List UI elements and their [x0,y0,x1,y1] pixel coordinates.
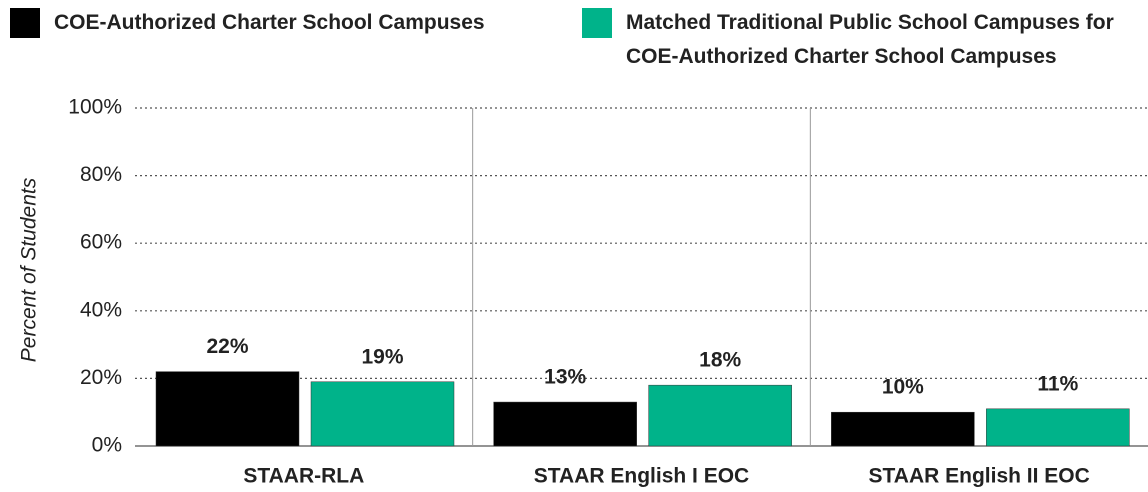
value-label: 11% [1037,372,1078,395]
legend-swatch [10,8,40,38]
y-tick-label: 60% [80,231,122,254]
bar [831,411,975,447]
legend-swatch [582,8,612,38]
legend-item: COE-Authorized Charter School Campuses [10,6,485,40]
x-tick-label: STAAR English II EOC [869,465,1090,488]
x-tick-label: STAAR English I EOC [534,465,749,488]
value-label: 19% [361,345,403,368]
legend-label: Matched Traditional Public School Campus… [626,11,1114,68]
bar [155,371,300,447]
value-label: 13% [544,366,586,389]
bar [986,408,1130,447]
y-tick-label: 40% [80,298,122,321]
bar [310,381,455,447]
y-tick-label: 100% [68,96,122,119]
legend-item: Matched Traditional Public School Campus… [582,6,1142,74]
y-tick-label: 0% [92,434,122,457]
value-label: 10% [882,376,924,399]
y-tick-label: 20% [80,366,122,389]
y-tick-label: 80% [80,163,122,186]
value-label: 22% [206,335,248,358]
legend-label: COE-Authorized Charter School Campuses [54,11,485,34]
y-axis-label: Percent of Students [18,177,41,362]
bar [648,384,792,447]
value-label: 18% [699,349,741,372]
x-tick-label: STAAR-RLA [243,465,364,488]
bar [493,401,637,447]
